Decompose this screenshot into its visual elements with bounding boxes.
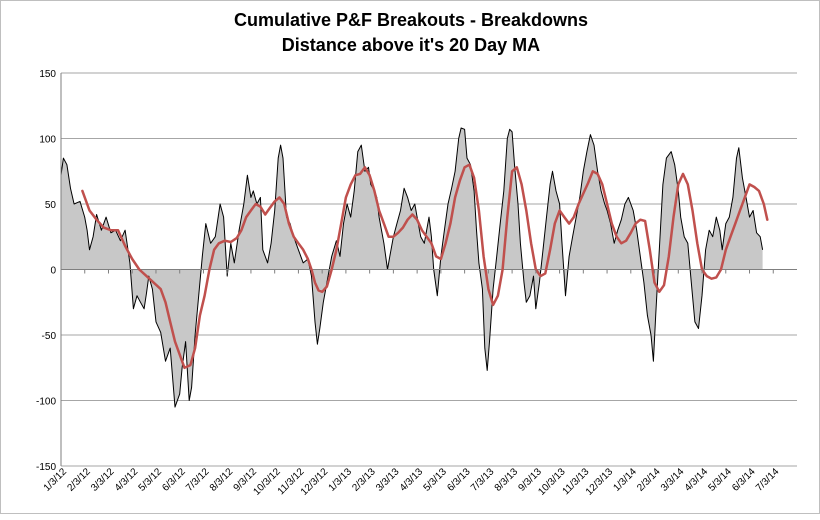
- x-tick-label: 6/3/12: [160, 466, 188, 494]
- x-tick-label: 6/3/13: [445, 466, 473, 494]
- x-tick-label: 4/3/14: [683, 466, 711, 494]
- x-tick-label: 3/3/13: [374, 466, 402, 494]
- moving-average-layer: [81, 163, 769, 370]
- y-tick-label: -50: [42, 331, 57, 342]
- y-tick-label: -100: [36, 397, 56, 408]
- x-tick-label: 8/3/12: [208, 466, 236, 494]
- x-tick-label: 1/3/13: [327, 466, 355, 494]
- x-tick-label: 7/3/12: [184, 466, 212, 494]
- x-tick-label: 6/3/14: [730, 466, 758, 494]
- x-tick-label: 2/3/14: [635, 466, 663, 494]
- x-tick-label: 12/3/13: [584, 466, 616, 498]
- chart-title-line-1: Cumulative P&F Breakouts - Breakdowns: [234, 10, 588, 30]
- x-tick-label: 3/3/14: [659, 466, 687, 494]
- x-tick-label: 7/3/13: [469, 466, 497, 494]
- x-tick-label: 4/3/13: [398, 466, 426, 494]
- y-tick-label: 100: [39, 135, 56, 146]
- x-tick-label: 5/3/14: [706, 466, 734, 494]
- y-tick-label: -150: [36, 462, 56, 473]
- x-tick-label: 7/3/14: [754, 466, 782, 494]
- x-tick-label: 2/3/12: [65, 466, 93, 494]
- series-area-fill: [61, 128, 763, 408]
- x-tick-label: 12/3/12: [299, 466, 331, 498]
- chart-title-line-2: Distance above it's 20 Day MA: [282, 35, 540, 55]
- x-tick-label: 1/3/14: [611, 466, 639, 494]
- series-line-moving-average: [81, 163, 769, 370]
- y-tick-label: 50: [45, 200, 57, 211]
- x-axis-ticks: 1/3/122/3/123/3/124/3/125/3/126/3/127/3/…: [42, 269, 782, 498]
- y-tick-label: 0: [50, 266, 56, 277]
- x-tick-label: 3/3/12: [89, 466, 117, 494]
- x-tick-label: 2/3/13: [350, 466, 378, 494]
- series-line-distance: [60, 127, 764, 408]
- x-tick-label: 4/3/12: [113, 466, 141, 494]
- y-axis-ticks: -150 -100 -50 0 50 100 150: [36, 69, 56, 473]
- x-tick-label: 8/3/13: [493, 466, 521, 494]
- x-tick-label: 5/3/13: [422, 466, 450, 494]
- axes: [60, 73, 797, 466]
- y-tick-label: 150: [39, 69, 56, 80]
- x-tick-label: 5/3/12: [137, 466, 165, 494]
- area-series-layer: [60, 127, 764, 408]
